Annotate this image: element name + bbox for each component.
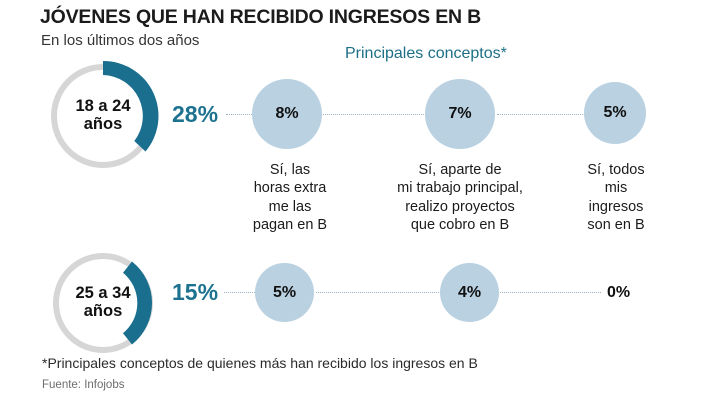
source-credit: Fuente: Infojobs xyxy=(42,379,125,391)
connector-dots-row2-c xyxy=(493,292,601,293)
total-percent-18-24: 28% xyxy=(172,101,219,127)
value-row2-todos-ingresos: 0% xyxy=(607,284,631,301)
page-subtitle: En los últimos dos años xyxy=(41,32,200,49)
total-percent-25-34: 15% xyxy=(172,279,219,305)
donut-arc-25-34 xyxy=(123,261,153,345)
donut-chart-18-24: 18 a 24 años xyxy=(46,60,160,172)
footnote: *Principales conceptos de quienes más ha… xyxy=(42,355,478,371)
connector-dots-row1-a xyxy=(226,114,256,115)
bubble-row1-horas-extra: 8% xyxy=(252,79,322,149)
caption-horas-extra: Sí, las horas extra me las pagan en B xyxy=(252,162,328,234)
connector-dots-row1-b xyxy=(320,114,424,115)
connector-dots-row2-b xyxy=(316,292,443,293)
donut-arc-18-24 xyxy=(103,60,159,152)
bubble-row1-proyectos: 7% xyxy=(425,79,495,149)
caption-todos-ingresos: Sí, todos mis ingresos son en B xyxy=(587,162,645,234)
connector-dots-row2-a xyxy=(224,292,257,293)
donut-svg-25-34 xyxy=(53,253,153,353)
connector-dots-row1-c xyxy=(497,114,583,115)
bubble-row1-todos-ingresos: 5% xyxy=(584,82,646,144)
bubble-row2-proyectos: 4% xyxy=(440,263,499,322)
page-title: JÓVENES QUE HAN RECIBIDO INGRESOS EN B xyxy=(40,6,481,28)
section-heading-principales-conceptos: Principales conceptos* xyxy=(345,45,507,62)
caption-proyectos: Sí, aparte de mi trabajo principal, real… xyxy=(397,162,523,234)
donut-svg-18-24 xyxy=(51,60,159,168)
bubble-row2-horas-extra: 5% xyxy=(255,263,314,322)
donut-chart-25-34: 25 a 34 años xyxy=(46,251,160,355)
